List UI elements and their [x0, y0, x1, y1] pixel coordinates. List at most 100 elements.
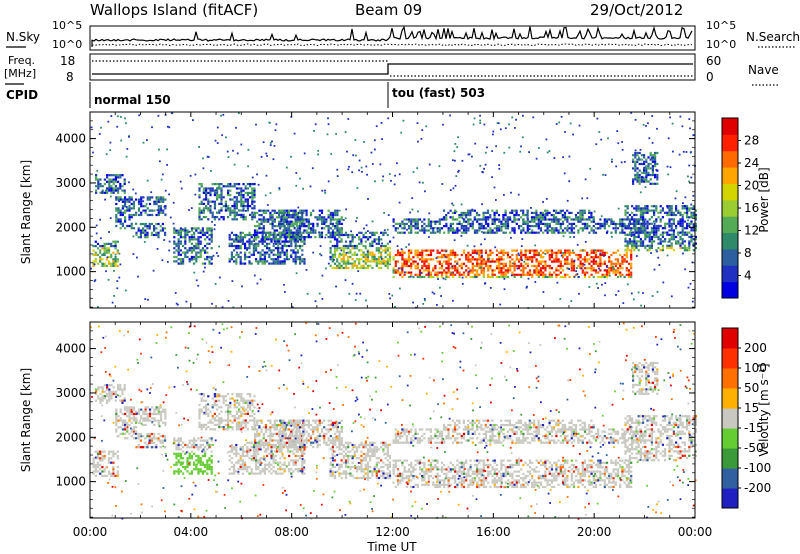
heatmap-cell	[401, 271, 404, 274]
heatmap-cell	[301, 218, 304, 221]
heatmap-cell	[130, 406, 133, 409]
heatmap-cell	[294, 222, 297, 225]
heatmap-cell	[513, 275, 516, 279]
heatmap-cell	[539, 269, 543, 272]
heatmap-cell	[135, 231, 138, 234]
heatmap-cell	[342, 255, 345, 259]
heatmap-cell	[177, 472, 180, 475]
heatmap-cell	[280, 220, 283, 223]
heatmap-cell	[97, 395, 100, 398]
heatmap-cell	[210, 459, 213, 462]
heatmap-cell	[380, 122, 383, 124]
heatmap-cell	[414, 260, 417, 263]
heatmap-cell	[668, 222, 671, 225]
heatmap-cell	[675, 205, 678, 208]
heatmap-cell	[340, 222, 343, 225]
heatmap-cell	[211, 216, 214, 219]
heatmap-cell	[690, 222, 693, 225]
heatmap-cell	[106, 174, 109, 177]
heatmap-cell	[619, 275, 622, 278]
heatmap-cell	[681, 231, 684, 234]
heatmap-cell	[119, 187, 122, 190]
heatmap-cell	[202, 191, 205, 194]
heatmap-cell	[535, 157, 538, 160]
heatmap-cell	[269, 144, 272, 146]
heatmap-cell	[633, 231, 636, 234]
heatmap-cell	[124, 289, 127, 292]
heatmap-cell	[519, 216, 523, 219]
heatmap-cell	[386, 247, 389, 250]
heatmap-cell	[260, 156, 263, 158]
colorbar-swatch	[722, 248, 738, 266]
heatmap-cell	[99, 245, 102, 248]
heatmap-cell	[209, 187, 212, 190]
heatmap-cell	[690, 220, 693, 223]
heatmap-cell	[329, 222, 332, 225]
heatmap-cell	[103, 253, 106, 256]
heatmap-cell	[496, 122, 499, 124]
heatmap-cell	[527, 277, 530, 280]
heatmap-cell	[323, 222, 326, 225]
heatmap-cell	[204, 450, 207, 453]
heatmap-cell	[646, 220, 649, 223]
heatmap-cell	[553, 258, 556, 261]
heatmap-cell	[177, 253, 180, 256]
heatmap-cell	[261, 262, 264, 265]
heatmap-cell	[533, 269, 536, 272]
heatmap-cell	[190, 472, 193, 475]
heatmap-cell	[399, 253, 402, 257]
heatmap-cell	[568, 249, 571, 252]
heatmap-cell	[552, 214, 556, 217]
heatmap-cell	[509, 231, 512, 234]
heatmap-cell	[284, 291, 286, 293]
heatmap-cell	[294, 244, 297, 248]
heatmap-cell	[92, 151, 94, 154]
heatmap-cell	[336, 227, 339, 230]
heatmap-cell	[517, 264, 521, 268]
heatmap-cell	[555, 275, 558, 279]
heatmap-cell	[599, 253, 602, 257]
heatmap-cell	[222, 216, 225, 219]
heatmap-cell	[229, 209, 232, 212]
heatmap-cell	[410, 220, 413, 223]
heatmap-cell	[188, 446, 191, 449]
heatmap-cell	[564, 249, 567, 252]
heatmap-cell	[537, 222, 540, 225]
heatmap-cell	[548, 275, 551, 279]
heatmap-cell	[161, 227, 164, 230]
colorbar-swatch	[722, 265, 738, 283]
heatmap-cell	[623, 275, 626, 279]
heatmap-cell	[684, 268, 686, 271]
station-title: Wallops Island (fitACF)	[90, 1, 258, 19]
heatmap-cell	[502, 214, 505, 217]
heatmap-cell	[570, 260, 573, 263]
heatmap-cell	[155, 196, 158, 199]
heatmap-cell	[269, 142, 272, 144]
heatmap-cell	[681, 222, 684, 225]
heatmap-cell	[639, 207, 642, 210]
heatmap-cell	[479, 164, 482, 167]
heatmap-cell	[383, 229, 386, 232]
heatmap-cell	[421, 229, 424, 232]
heatmap-cell	[575, 225, 578, 228]
heatmap-cell	[157, 419, 160, 422]
heatmap-cell	[173, 240, 176, 243]
heatmap-cell	[533, 220, 536, 223]
heatmap-cell	[561, 256, 565, 259]
heatmap-cell	[307, 218, 310, 221]
heatmap-cell	[285, 244, 288, 248]
heatmap-cell	[229, 412, 232, 415]
heatmap-cell	[179, 262, 182, 265]
heatmap-cell	[570, 211, 573, 214]
heatmap-cell	[573, 259, 576, 262]
heatmap-cell	[502, 249, 505, 252]
heatmap-cell	[691, 261, 694, 264]
heatmap-cell	[324, 189, 326, 192]
heatmap-cell	[473, 229, 477, 232]
heatmap-cell	[350, 230, 352, 233]
heatmap-cell	[179, 236, 182, 239]
heatmap-cell	[280, 218, 283, 221]
heatmap-cell	[137, 202, 141, 206]
heatmap-cell	[103, 457, 106, 460]
